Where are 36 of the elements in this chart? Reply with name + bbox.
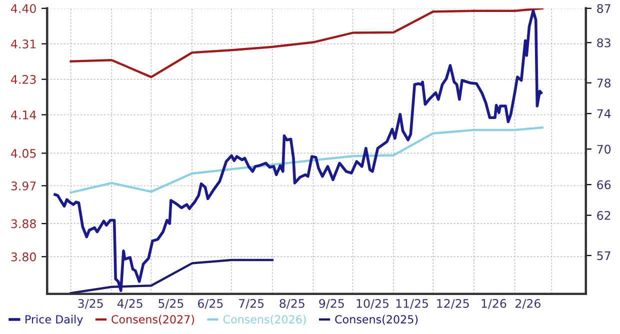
- y2-tick-label: 66: [597, 180, 611, 190]
- x-tick-label: 12/25: [437, 298, 469, 309]
- x-tick-label: 11/25: [396, 298, 428, 309]
- y2-tick-label: 57: [597, 251, 610, 260]
- x-tick-label: 2/26: [516, 298, 540, 309]
- x-tick-label: 9/25: [319, 298, 344, 309]
- x-tick-label: 5/25: [158, 298, 184, 309]
- y-tick-label: 4.23: [10, 75, 36, 84]
- y-tick-label: 3.88: [11, 219, 36, 228]
- y2-tick-label: 83: [597, 38, 610, 48]
- y-tick-label: 4.40: [10, 4, 36, 14]
- x-tick-label: 4/25: [117, 298, 142, 309]
- legend-label: Consens(2027): [112, 314, 194, 325]
- y-tick-label: 4.05: [10, 148, 36, 158]
- y-tick-label: 3.80: [11, 252, 36, 262]
- legend-label: Price Daily: [26, 314, 83, 326]
- line-series: [70, 258, 274, 294]
- line-series: [70, 8, 544, 78]
- legend-label: Consens(2025): [335, 314, 418, 325]
- y2-tick-label: 87: [597, 4, 610, 14]
- x-tick-label: 10/25: [356, 298, 388, 309]
- line-series: [70, 126, 544, 194]
- y2-tick-label: 78: [597, 78, 611, 88]
- y2-tick-label: 74: [597, 109, 611, 118]
- y-tick-label: 4.31: [10, 40, 36, 48]
- y2-tick-label: 70: [597, 144, 611, 154]
- x-tick-label: 6/25: [198, 298, 223, 309]
- y-tick-label: 3.97: [11, 181, 36, 190]
- line-series: [54, 9, 542, 292]
- x-tick-label: 7/25: [239, 298, 264, 309]
- x-tick-label: 1/26: [482, 298, 506, 309]
- x-tick-label: 3/25: [78, 298, 103, 309]
- y2-tick-label: 62: [597, 211, 610, 220]
- x-tick-label: 8/25: [280, 298, 304, 309]
- legend-label: Consens(2026): [223, 314, 306, 325]
- y-tick-label: 4.14: [10, 110, 36, 120]
